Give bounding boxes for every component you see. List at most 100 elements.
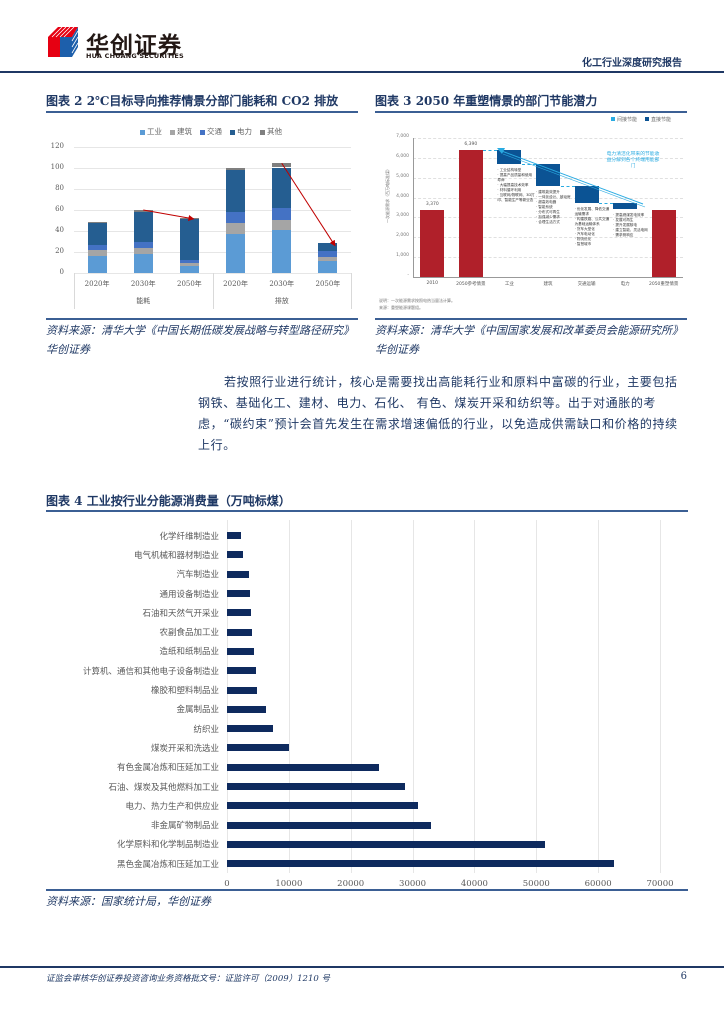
x-tick-label: 建筑 (543, 282, 553, 287)
bar-segment (226, 233, 246, 273)
industry-bar (227, 860, 614, 868)
category-label: 黑色金属冶炼和压延加工业 (116, 859, 219, 870)
category-label: 电气机械和器材制造业 (133, 550, 219, 561)
y-tick-label: 3,000 (396, 213, 409, 219)
bar-segment (87, 245, 107, 251)
figure3-title: 图表 3 2050 年重塑情景的部门节能潜力 (375, 94, 598, 108)
industry-bar (227, 570, 250, 578)
bar-segment (318, 242, 338, 251)
industry-bar (227, 744, 289, 752)
step-notes: · 优化发展、降低交通运输需求 · 构建铁路、公共交通为基础运输体系 · 货车大型化… (574, 206, 610, 246)
bar-segment (272, 163, 292, 168)
x-tick-label: 20000 (337, 879, 365, 890)
savings-step-bar (497, 150, 522, 165)
category-label: 非金属矿物制品业 (150, 821, 219, 832)
bar-segment (133, 242, 153, 248)
bar-segment (226, 168, 246, 170)
x-tick-label: 50000 (522, 879, 550, 890)
industry-bar (227, 609, 252, 617)
y-tick-label: - (407, 273, 409, 278)
gridline (536, 520, 538, 874)
legend-item: 直接节能 (645, 116, 671, 123)
step-notes: · 提高燃煤发电效率 · 发展可再生 · 提升发展核电 · 建立智能、灵活电网 · 需求… (613, 212, 648, 237)
bar-segment (318, 257, 338, 261)
x-tick-label: 2030年 (269, 280, 295, 288)
figure3-bottom-rule (375, 318, 687, 320)
gridline (413, 197, 683, 199)
x-tick-label: 60000 (584, 879, 612, 890)
y-tick-label: 120 (50, 142, 64, 150)
company-name-en: HUA CHUANG SECURITIES (86, 52, 184, 60)
y-tick-label: 20 (55, 247, 64, 255)
industry-bar (227, 725, 273, 733)
bar-segment (133, 210, 153, 213)
figure2-title-rule (46, 111, 358, 113)
bar-segment (272, 167, 292, 209)
x-tick-label: 2030年 (130, 280, 156, 288)
category-label: 石油和天然气开采业 (142, 608, 219, 619)
x-tick-label: 70000 (646, 879, 674, 890)
legend-item: 工业 (140, 126, 162, 137)
footer-divider (0, 966, 724, 968)
header-divider (0, 71, 724, 73)
gridline (74, 168, 351, 169)
category-label: 石油、煤炭及其他燃料加工业 (108, 782, 219, 793)
category-label: 计算机、通信和其他电子设备制造业 (82, 666, 219, 677)
category-label: 农副食品加工业 (159, 628, 219, 639)
trend-arrow-icon (143, 163, 336, 247)
y-tick-label: 6,000 (396, 153, 409, 159)
figure3-note: 说明：一次能源需求按照电热当量法计算。 (379, 298, 455, 303)
axis-line (212, 273, 214, 309)
legend-item: 其他 (260, 126, 282, 137)
x-tick-label: 0 (224, 879, 230, 890)
bar-segment (87, 222, 107, 246)
y-tick-label: 5,000 (396, 173, 409, 179)
bar-segment (179, 266, 199, 273)
y-tick-label: 7,000 (396, 134, 409, 139)
legend-item: 建筑 (170, 126, 192, 137)
total-bar (651, 210, 676, 277)
category-label: 汽车制造业 (176, 570, 219, 581)
y-tick-label: 100 (50, 163, 64, 171)
gridline (74, 189, 351, 190)
bar-segment (226, 169, 246, 213)
gridline (74, 147, 351, 148)
bar-segment (272, 229, 292, 273)
figure2-bottom-rule (46, 318, 358, 320)
y-tick-label: 80 (55, 184, 64, 192)
industry-bar (227, 840, 545, 848)
axis-line (74, 273, 75, 309)
bar-segment (272, 208, 292, 220)
company-name-cn: 华创证券 (86, 33, 182, 59)
legend-item: 间接节能 (611, 116, 637, 123)
figure2-source: 资料来源：清华大学《中国长期低碳发展战略与转型路径研究》华创证券 (46, 324, 354, 356)
gridline (474, 520, 476, 874)
figure3-source: 资料来源：清华大学《中国国家发展和改革委员会能源研究所》华创证券 (375, 324, 683, 356)
body-paragraph: 若按照行业进行统计，核心是需要找出高能耗行业和原料中富碳的行业，主要包括钢铁、基… (198, 375, 678, 452)
figure3-legend: 间接节能 直接节能 (611, 116, 671, 123)
gridline (74, 252, 351, 253)
category-label: 纺织业 (193, 724, 219, 735)
figure2-title: 图表 2 2℃目标导向推荐情景分部门能耗和 CO2 排放 (46, 94, 339, 108)
group-label: 排放 (274, 297, 289, 305)
stacked-bar (87, 140, 107, 273)
category-label: 化学纤维制造业 (159, 531, 219, 542)
industry-bar (227, 783, 405, 791)
connector-line (522, 164, 536, 166)
savings-step-bar (536, 164, 560, 187)
industry-bar (227, 802, 419, 810)
industry-bar (227, 551, 244, 559)
total-bar (458, 150, 483, 277)
bar-value-label: 3,370 (425, 202, 439, 208)
x-tick-label: 2050重塑情景 (648, 282, 679, 287)
category-label: 橡胶和塑料制品业 (150, 686, 219, 697)
figure4-bottom-rule (46, 889, 688, 891)
gridline (413, 237, 683, 239)
bar-segment (87, 250, 107, 257)
y-tick-label: 4,000 (396, 193, 409, 199)
connector-line (599, 202, 614, 204)
gridline (413, 157, 683, 159)
x-tick-label: 2010 (426, 281, 438, 286)
x-tick-label: 2050年 (315, 280, 341, 288)
figure4-title-rule (46, 510, 688, 512)
